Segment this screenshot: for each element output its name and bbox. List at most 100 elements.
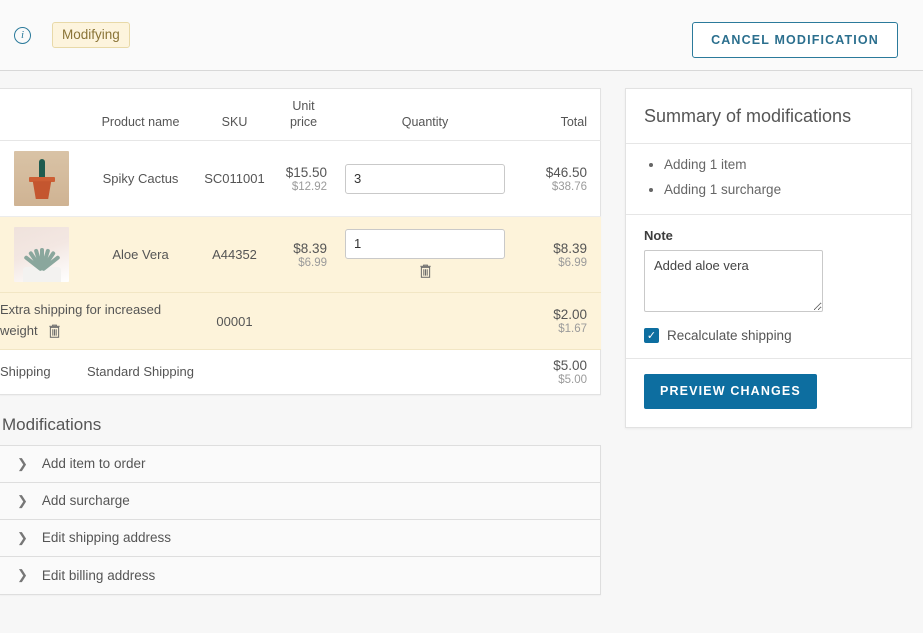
info-icon: i — [14, 26, 31, 44]
shipping-label: Shipping — [0, 364, 51, 380]
modifications-accordion: ❯ Add item to order ❯ Add surcharge ❯ Ed… — [0, 444, 601, 595]
accordion-item-label: Add surcharge — [41, 493, 130, 509]
right-column: Summary of modifications Adding 1 item A… — [625, 88, 912, 428]
surcharge-row: Extra shipping for increased weight 0000… — [0, 292, 601, 350]
quantity-input[interactable] — [345, 163, 505, 194]
status-badge: Modifying — [52, 21, 130, 49]
shipping-quantity-cell — [335, 349, 515, 394]
row-total-cell: $46.50 $38.76 — [515, 140, 601, 218]
row-sku: A44352 — [197, 216, 272, 294]
table-row: Spiky Cactus SC011001 $15.50 $12.92 — [0, 140, 601, 218]
row-quantity-cell — [335, 216, 515, 294]
accordion-item-label: Add item to order — [41, 456, 146, 472]
row-unit-price-sub: $6.99 — [298, 256, 327, 269]
order-table: Product name SKU Unit price Quantity Tot… — [0, 89, 601, 394]
summary-bullets: Adding 1 item Adding 1 surcharge — [626, 144, 911, 215]
pot-body — [23, 267, 61, 283]
chevron-right-icon: ❯ — [17, 455, 28, 471]
cactus-stem — [39, 159, 45, 180]
surcharge-unit-price-cell — [272, 292, 335, 350]
delete-surcharge-icon[interactable] — [47, 323, 62, 341]
order-table-body: Spiky Cactus SC011001 $15.50 $12.92 — [0, 140, 601, 394]
header-unit-price-line1: Unit — [292, 99, 315, 113]
note-section: Note ✓ Recalculate shipping — [626, 215, 911, 359]
delete-item-icon[interactable] — [418, 263, 433, 281]
accordion-item-label: Edit billing address — [41, 567, 156, 583]
summary-card: Summary of modifications Adding 1 item A… — [625, 88, 912, 428]
row-product-name: Aloe Vera — [84, 216, 197, 294]
order-table-card: Product name SKU Unit price Quantity Tot… — [0, 88, 601, 395]
note-textarea[interactable] — [644, 249, 823, 312]
row-unit-price: $8.39 — [293, 240, 327, 256]
chevron-right-icon: ❯ — [17, 529, 28, 545]
header-product-name: Product name — [84, 89, 197, 142]
row-total: $46.50 — [545, 164, 587, 180]
summary-list: Adding 1 item Adding 1 surcharge — [644, 153, 893, 203]
accordion-item-edit-shipping-address[interactable]: ❯ Edit shipping address — [0, 520, 600, 557]
quantity-input[interactable] — [345, 228, 505, 259]
list-item: Adding 1 surcharge — [664, 178, 893, 203]
row-sku: SC011001 — [197, 140, 272, 218]
accordion-item-edit-billing-address[interactable]: ❯ Edit billing address — [0, 557, 600, 594]
summary-title: Summary of modifications — [626, 89, 911, 144]
recalculate-shipping-checkbox[interactable]: ✓ — [644, 327, 659, 343]
chevron-right-icon: ❯ — [17, 567, 28, 583]
header-unit-price-line2: price — [289, 114, 318, 129]
shipping-sku-cell — [197, 349, 272, 394]
row-thumbnail-cell — [0, 140, 84, 218]
page-body: Product name SKU Unit price Quantity Tot… — [0, 71, 923, 595]
accordion-item-add-item-to-order[interactable]: ❯ Add item to order — [0, 446, 600, 483]
header-quantity: Quantity — [335, 89, 515, 142]
list-item: Adding 1 item — [664, 153, 893, 178]
row-unit-price: $15.50 — [285, 164, 327, 180]
chevron-right-icon: ❯ — [17, 492, 28, 508]
quantity-wrapper — [335, 228, 515, 281]
surcharge-total: $2.00 — [553, 307, 587, 323]
top-bar: i Modifying CANCEL MODIFICATION — [0, 0, 923, 71]
row-thumbnail-cell — [0, 216, 84, 294]
row-product-name: Spiky Cactus — [84, 140, 197, 218]
order-table-head: Product name SKU Unit price Quantity Tot… — [0, 89, 601, 142]
recalculate-shipping-row[interactable]: ✓ Recalculate shipping — [644, 327, 893, 343]
table-row: Aloe Vera A44352 $8.39 $6.99 — [0, 216, 601, 294]
cancel-modification-button[interactable]: CANCEL MODIFICATION — [692, 22, 898, 58]
row-total-sub: $6.99 — [558, 256, 587, 269]
row-total: $8.39 — [553, 240, 587, 256]
shipping-unit-price-cell — [272, 349, 335, 394]
row-unit-price-sub: $12.92 — [291, 180, 327, 193]
spiky-cactus-thumbnail — [14, 151, 69, 207]
accordion-item-label: Edit shipping address — [41, 530, 171, 546]
row-unit-price-cell: $8.39 $6.99 — [272, 216, 335, 294]
shipping-total-cell: $5.00 $5.00 — [515, 349, 601, 394]
surcharge-name-cell: Extra shipping for increased weight — [0, 292, 197, 350]
surcharge-quantity-cell — [335, 292, 515, 350]
shipping-row: Shipping Standard Shipping $5.00 $5.00 — [0, 349, 601, 394]
row-quantity-cell — [335, 140, 515, 218]
header-total: Total — [515, 89, 601, 142]
preview-changes-button[interactable]: PREVIEW CHANGES — [644, 373, 817, 409]
surcharge-total-sub: $1.67 — [558, 323, 587, 336]
recalculate-shipping-label: Recalculate shipping — [667, 327, 792, 343]
surcharge-sku: 00001 — [197, 292, 272, 350]
preview-section: PREVIEW CHANGES — [626, 359, 911, 427]
pot-rim — [29, 177, 55, 183]
shipping-total: $5.00 — [553, 357, 587, 373]
header-unit-price: Unit price — [272, 89, 335, 142]
pot-body — [32, 181, 52, 200]
header-image — [0, 89, 84, 142]
quantity-wrapper — [335, 163, 515, 194]
row-unit-price-cell: $15.50 $12.92 — [272, 140, 335, 218]
left-column: Product name SKU Unit price Quantity Tot… — [0, 88, 601, 595]
modifications-title: Modifications — [2, 414, 102, 434]
row-total-cell: $8.39 $6.99 — [515, 216, 601, 294]
note-label: Note — [644, 227, 673, 243]
header-sku: SKU — [197, 89, 272, 142]
shipping-method: Standard Shipping — [87, 364, 194, 380]
table-header-row: Product name SKU Unit price Quantity Tot… — [0, 89, 601, 142]
surcharge-total-cell: $2.00 $1.67 — [515, 292, 601, 350]
shipping-total-sub: $5.00 — [558, 373, 587, 386]
accordion-item-add-surcharge[interactable]: ❯ Add surcharge — [0, 483, 600, 520]
surcharge-name: Extra shipping for increased weight — [0, 302, 162, 338]
aloe-vera-thumbnail — [14, 227, 69, 283]
row-total-sub: $38.76 — [551, 180, 587, 193]
